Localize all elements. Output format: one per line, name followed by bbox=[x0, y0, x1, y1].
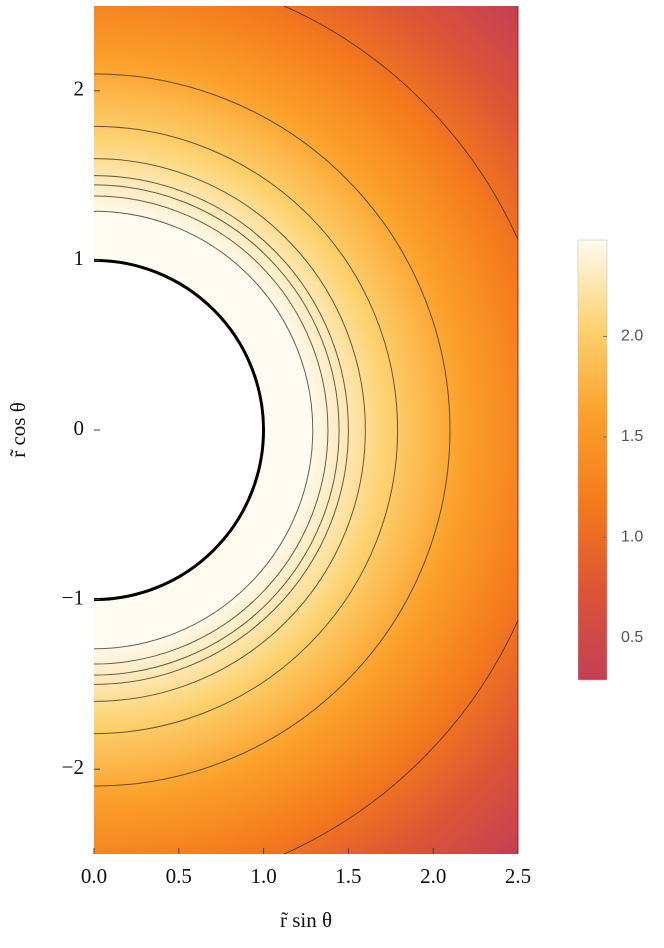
y-axis-label: r̃ cos θ bbox=[6, 402, 30, 458]
y-tick-label: −2 bbox=[62, 755, 84, 779]
contour-line bbox=[94, 195, 329, 665]
contour-line bbox=[94, 175, 349, 685]
boundary-circle bbox=[94, 258, 266, 602]
plot-area bbox=[94, 6, 518, 854]
colorbar-tick-label: 1.5 bbox=[621, 428, 643, 445]
x-tick-label: 1.5 bbox=[335, 864, 361, 888]
y-tick-label: 0 bbox=[74, 416, 85, 440]
contour-line bbox=[94, 73, 451, 787]
contour-line bbox=[94, 210, 314, 650]
y-tick-label: 1 bbox=[74, 246, 85, 270]
colorbar-tick-label: 1.0 bbox=[621, 529, 643, 546]
contour-line bbox=[282, 6, 518, 854]
colorbar-tick-label: 2.0 bbox=[621, 328, 643, 345]
y-tick-label: 2 bbox=[74, 77, 85, 101]
colorbar-tick-label: 0.5 bbox=[621, 629, 643, 646]
x-tick-label: 1.0 bbox=[250, 864, 276, 888]
contour-line bbox=[94, 125, 399, 735]
x-tick-label: 0.0 bbox=[81, 864, 107, 888]
y-tick-label: −1 bbox=[62, 585, 84, 609]
x-tick-label: 0.5 bbox=[166, 864, 192, 888]
x-axis-label: r̃ sin θ bbox=[280, 908, 332, 932]
colorbar bbox=[577, 239, 608, 681]
contour-line bbox=[94, 184, 340, 676]
x-tick-label: 2.0 bbox=[420, 864, 446, 888]
x-tick-label: 2.5 bbox=[505, 864, 531, 888]
contour-line bbox=[94, 158, 366, 702]
